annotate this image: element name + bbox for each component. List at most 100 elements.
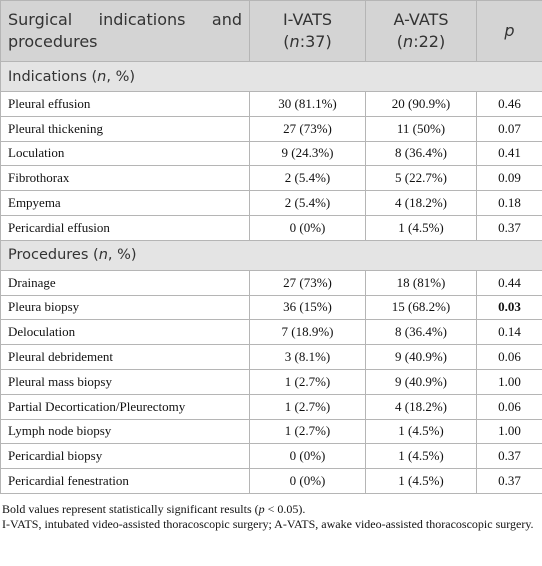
- header-text: :37): [299, 32, 332, 51]
- data-row: Fibrothorax 2 (5.4%) 5 (22.7%) 0.09: [0, 165, 542, 192]
- row-label: Pericardial biopsy: [0, 443, 250, 470]
- row-label: Pericardial effusion: [0, 214, 250, 241]
- cell: 1 (4.5%): [365, 418, 477, 445]
- cell: 27 (73%): [249, 115, 366, 142]
- header-text: (: [396, 32, 404, 51]
- cell: 0.09: [476, 165, 542, 192]
- data-row: Pleural debridement 3 (8.1%) 9 (40.9%) 0.06: [0, 344, 542, 370]
- cell: 0.41: [476, 140, 542, 167]
- section-title: Procedures (n, %): [0, 239, 542, 271]
- header-cell: Surgical indications and procedures: [0, 0, 250, 62]
- section-title: Indications (n, %): [0, 61, 542, 92]
- header-text: I-VATS: [282, 10, 333, 29]
- cell: 4 (18.2%): [365, 190, 477, 216]
- data-row: Pleural thickening 27 (73%) 11 (50%) 0.07: [0, 115, 542, 142]
- header-row: Surgical indications and procedures I-VAT…: [0, 0, 542, 62]
- footnote: Bold values represent statistically sign…: [2, 502, 540, 517]
- header-text: (: [283, 32, 290, 51]
- cell: 0.18: [476, 190, 542, 216]
- footnote-text: p: [258, 501, 265, 516]
- section-row: Indications (n, %): [0, 61, 542, 92]
- footnote-text: Bold values represent statistically sign…: [2, 501, 259, 516]
- cell: 1 (2.7%): [249, 418, 366, 445]
- section-row: Procedures (n, %): [0, 239, 542, 271]
- cell: 1 (2.7%): [249, 368, 366, 395]
- header-text: p: [504, 21, 515, 40]
- cell: 0 (0%): [249, 443, 366, 470]
- cell: 3 (8.1%): [249, 344, 366, 370]
- cell: 0 (0%): [249, 214, 366, 241]
- footnote-text: < 0.05).: [264, 501, 306, 516]
- cell: 1.00: [476, 418, 542, 445]
- cell: 0.44: [476, 269, 542, 296]
- cell: 0.37: [476, 214, 542, 241]
- data-row: Pleural effusion 30 (81.1%) 20 (90.9%) 0.46: [0, 91, 542, 117]
- cell: 9 (40.9%): [365, 368, 477, 395]
- data-row: Lymph node biopsy 1 (2.7%) 1 (4.5%) 1.00: [0, 418, 542, 445]
- cell: 1 (2.7%): [249, 393, 366, 420]
- section-text: Procedures (: [8, 247, 99, 264]
- section-text: n: [98, 247, 108, 264]
- header-text: Surgical indications and procedures: [8, 10, 242, 51]
- header-text: :22): [413, 32, 446, 51]
- data-row: Deloculation 7 (18.9%) 8 (36.4%) 0.14: [0, 319, 542, 346]
- section-text: , %): [106, 68, 136, 85]
- cell: 0.07: [476, 115, 542, 142]
- cell: 0.14: [476, 319, 542, 346]
- cell: 18 (81%): [365, 269, 477, 296]
- cell: 0.37: [476, 468, 542, 494]
- row-label: Partial Decortication/Pleurectomy: [0, 393, 250, 420]
- data-row: Empyema 2 (5.4%) 4 (18.2%) 0.18: [0, 190, 542, 216]
- section-text: Indications (: [8, 68, 98, 85]
- row-label: Deloculation: [0, 319, 250, 346]
- cell: 4 (18.2%): [365, 393, 477, 420]
- cell: 20 (90.9%): [365, 91, 477, 117]
- footnote: I-VATS, intubated video-assisted thoraco…: [2, 517, 540, 532]
- row-label: Pleural thickening: [0, 115, 250, 142]
- row-label: Loculation: [0, 140, 250, 167]
- cell: 0.03: [476, 294, 542, 321]
- cell: 1 (4.5%): [365, 214, 477, 241]
- row-label: Pericardial fenestration: [0, 468, 250, 494]
- data-row: Partial Decortication/Pleurectomy 1 (2.7%…: [0, 393, 542, 420]
- cell: 7 (18.9%): [249, 319, 366, 346]
- row-label: Pleural mass biopsy: [0, 368, 250, 395]
- header-text: n: [403, 32, 414, 51]
- cell: 2 (5.4%): [249, 190, 366, 216]
- footnotes: Bold values represent statistically sign…: [0, 502, 542, 532]
- data-row: Pericardial effusion 0 (0%) 1 (4.5%) 0.37: [0, 214, 542, 241]
- footnote-text: I-VATS, intubated video-assisted thoraco…: [2, 516, 534, 531]
- cell: 0.06: [476, 344, 542, 370]
- cell: 5 (22.7%): [365, 165, 477, 192]
- row-label: Pleura biopsy: [0, 294, 250, 321]
- cell: 0.46: [476, 91, 542, 117]
- section-text: n: [97, 68, 107, 85]
- row-label: Fibrothorax: [0, 165, 250, 192]
- cell: 1 (4.5%): [365, 468, 477, 494]
- row-label: Drainage: [0, 269, 250, 296]
- cell: 0.06: [476, 393, 542, 420]
- cell: 11 (50%): [365, 115, 477, 142]
- cell: 36 (15%): [249, 294, 366, 321]
- header-cell: I-VATS (n:37): [249, 0, 366, 62]
- header-text: A-VATS: [393, 10, 449, 29]
- cell: 0.37: [476, 443, 542, 470]
- cell: 1.00: [476, 368, 542, 395]
- data-row: Pleural mass biopsy 1 (2.7%) 9 (40.9%) 1.00: [0, 368, 542, 395]
- data-row: Pleura biopsy 36 (15%) 15 (68.2%) 0.03: [0, 294, 542, 321]
- row-label: Lymph node biopsy: [0, 418, 250, 445]
- cell: 1 (4.5%): [365, 443, 477, 470]
- row-label: Pleural effusion: [0, 91, 250, 117]
- cell: 0 (0%): [249, 468, 366, 494]
- data-row: Loculation 9 (24.3%) 8 (36.4%) 0.41: [0, 140, 542, 167]
- row-label: Empyema: [0, 190, 250, 216]
- data-row: Pericardial biopsy 0 (0%) 1 (4.5%) 0.37: [0, 443, 542, 470]
- cell: 27 (73%): [249, 269, 366, 296]
- cell: 15 (68.2%): [365, 294, 477, 321]
- data-row: Pericardial fenestration 0 (0%) 1 (4.5%) 0.…: [0, 468, 542, 494]
- header-text: n: [289, 32, 300, 51]
- row-label: Pleural debridement: [0, 344, 250, 370]
- header-cell: A-VATS (n:22): [365, 0, 477, 62]
- cell: 9 (24.3%): [249, 140, 366, 167]
- header-cell: p: [476, 0, 542, 62]
